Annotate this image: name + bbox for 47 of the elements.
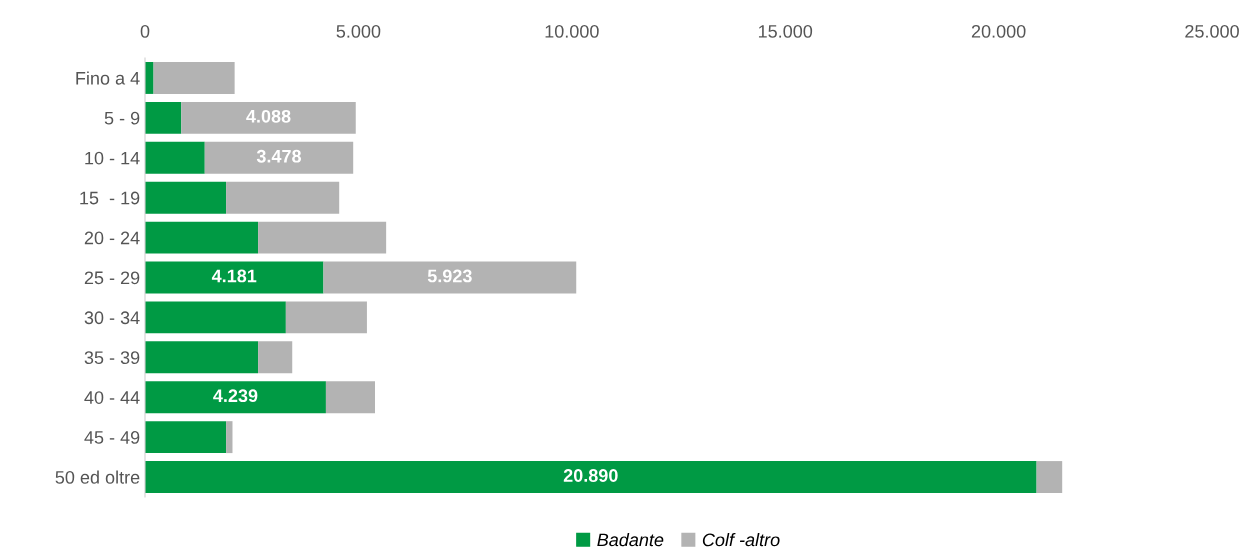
bar [145,141,205,174]
data-label: 5.923 [427,269,472,283]
x-tick-label: 20.000 [971,24,1026,38]
y-tick-label: 50 ed oltre [55,470,140,484]
bar [145,261,324,294]
bar [1036,461,1063,494]
bar [153,61,235,94]
bar [145,301,286,334]
bar [181,101,356,134]
y-tick-label: 15 - 19 [80,191,140,205]
y-tick-label: 10 - 14 [85,151,140,165]
bar [325,381,375,414]
bar [145,381,326,414]
x-tick-label: 0 [140,24,150,38]
bar [145,221,259,254]
bar [323,261,577,294]
data-label: 3.478 [256,149,302,163]
bar [145,341,259,374]
data-label: 4.181 [211,269,257,283]
bar [145,461,1037,494]
bar [145,421,227,454]
bar [285,301,367,334]
bar [145,61,154,94]
data-label: 4.088 [246,109,291,123]
bar [226,421,233,454]
bar [226,181,340,214]
legend-label: Colf -altro [702,533,780,547]
y-tick-label: 20 - 24 [84,231,140,245]
x-tick-label: 5.000 [336,24,381,38]
y-tick-label: 40 - 44 [84,391,140,404]
bar [145,101,182,134]
bar [258,341,293,374]
y-tick-label: 25 - 29 [84,271,140,285]
data-label: 4.239 [213,389,258,403]
x-tick-label: 25.000 [1185,24,1239,38]
y-tick-label: 5 - 9 [104,111,140,125]
y-tick-label: 35 - 39 [84,351,140,365]
x-tick-label: 10.000 [545,24,599,38]
bar [258,221,387,254]
bar [204,141,354,174]
y-tick-label: Fino a 4 [76,71,140,85]
y-tick-label: 30 - 34 [84,311,140,325]
y-tick-label: 45 - 49 [84,431,140,444]
x-tick-label: 15.000 [758,24,813,38]
legend-label: Badante [597,533,664,547]
data-label: 20.890 [563,469,618,482]
bar [145,181,227,214]
